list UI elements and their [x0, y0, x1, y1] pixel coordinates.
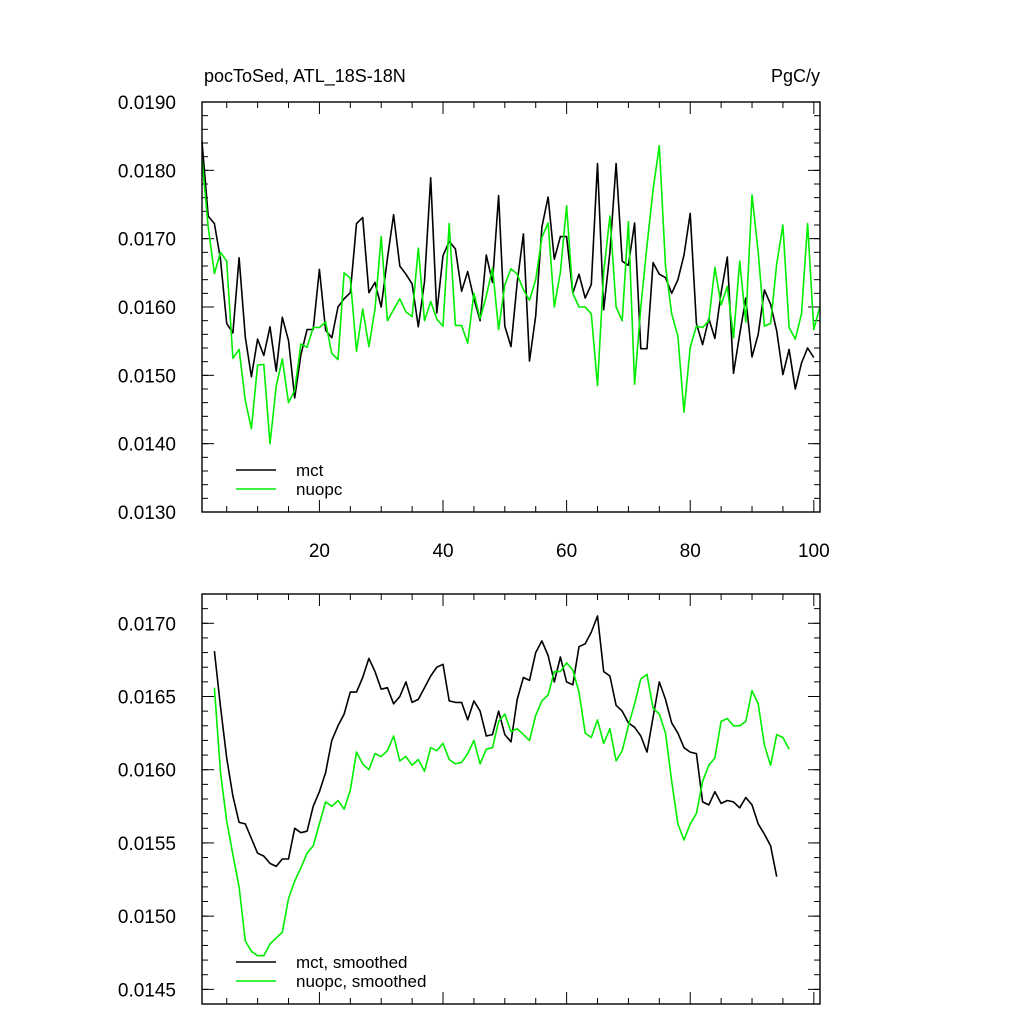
x-tick-label: 100 [798, 541, 830, 562]
y-tick-label: 0.0145 [118, 980, 176, 1001]
bottom-legend: mct, smoothed nuopc, smoothed [236, 953, 426, 991]
top-series-line-nuopc [201, 144, 821, 445]
top-legend: mct nuopc [236, 461, 343, 499]
top-plot-frame [201, 101, 821, 513]
legend-label-nuopc: nuopc [296, 480, 343, 499]
x-tick-label: 20 [309, 541, 330, 562]
y-tick-label: 0.0170 [118, 614, 176, 635]
x-tick-label: 60 [556, 541, 577, 562]
y-tick-label: 0.0170 [118, 230, 176, 251]
y-tick-label: 0.0150 [118, 366, 176, 387]
top-panel: pocToSed, ATL_18S-18N PgC/y 0.0190 0.0180… [118, 66, 830, 562]
legend-label-nuopc-smoothed: nuopc, smoothed [296, 972, 426, 991]
top-series-line-mct [201, 141, 815, 399]
y-tick-label: 0.0130 [118, 503, 176, 524]
units-label: PgC/y [771, 66, 820, 86]
legend-label-mct-smoothed: mct, smoothed [296, 953, 408, 972]
bottom-series-line-nuopc-smoothed [213, 661, 790, 957]
y-tick-label: 0.0165 [118, 688, 176, 709]
y-tick-label: 0.0140 [118, 435, 176, 456]
y-tick-label: 0.0180 [118, 161, 176, 182]
bottom-plot-frame [201, 593, 821, 1005]
y-tick-label: 0.0155 [118, 834, 176, 855]
y-tick-label: 0.0160 [118, 761, 176, 782]
bottom-series-line-mct-smoothed [213, 615, 778, 877]
y-tick-label: 0.0190 [118, 93, 176, 114]
y-tick-label: 0.0150 [118, 907, 176, 928]
x-tick-label: 80 [680, 541, 701, 562]
y-tick-label: 0.0160 [118, 298, 176, 319]
x-tick-label: 40 [432, 541, 453, 562]
legend-label-mct: mct [296, 461, 324, 480]
bottom-panel: 0.0170 0.0165 0.0160 0.0155 0.0150 0.0145 mct… [118, 593, 821, 1005]
chart-title: pocToSed, ATL_18S-18N [204, 66, 406, 87]
